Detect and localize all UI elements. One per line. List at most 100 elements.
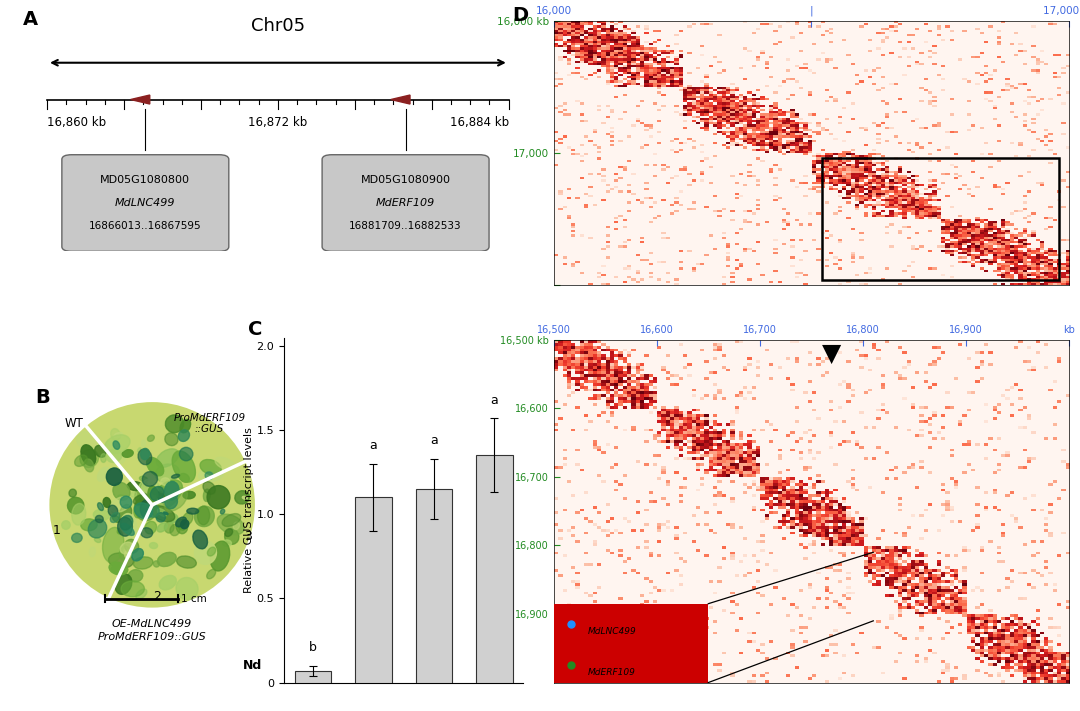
Text: MdLNC499: MdLNC499 bbox=[116, 198, 176, 208]
Ellipse shape bbox=[199, 467, 224, 482]
Text: D: D bbox=[512, 6, 528, 24]
Ellipse shape bbox=[122, 449, 133, 457]
Ellipse shape bbox=[156, 464, 179, 483]
Ellipse shape bbox=[222, 513, 241, 526]
Ellipse shape bbox=[118, 495, 124, 498]
Ellipse shape bbox=[105, 435, 130, 454]
Ellipse shape bbox=[207, 486, 230, 509]
Ellipse shape bbox=[141, 440, 146, 447]
Ellipse shape bbox=[165, 495, 177, 509]
Ellipse shape bbox=[89, 519, 107, 538]
Ellipse shape bbox=[151, 506, 175, 522]
Ellipse shape bbox=[215, 457, 235, 470]
Text: ProMdERF109::GUS: ProMdERF109::GUS bbox=[98, 632, 206, 642]
Ellipse shape bbox=[203, 489, 211, 501]
Ellipse shape bbox=[134, 557, 153, 569]
Ellipse shape bbox=[176, 520, 188, 534]
Ellipse shape bbox=[127, 482, 143, 491]
Ellipse shape bbox=[152, 483, 160, 493]
Ellipse shape bbox=[124, 540, 138, 553]
Ellipse shape bbox=[206, 570, 216, 579]
Ellipse shape bbox=[138, 449, 151, 465]
Text: 16,860 kb: 16,860 kb bbox=[48, 116, 106, 129]
Ellipse shape bbox=[140, 528, 152, 538]
Ellipse shape bbox=[137, 494, 166, 510]
Ellipse shape bbox=[103, 498, 110, 508]
Ellipse shape bbox=[217, 514, 244, 535]
Ellipse shape bbox=[158, 523, 167, 532]
FancyBboxPatch shape bbox=[62, 155, 229, 251]
Ellipse shape bbox=[161, 478, 170, 486]
Ellipse shape bbox=[159, 575, 176, 590]
Y-axis label: Relative GUS transcript levels: Relative GUS transcript levels bbox=[244, 427, 254, 593]
Ellipse shape bbox=[69, 489, 77, 497]
Ellipse shape bbox=[222, 540, 231, 547]
Ellipse shape bbox=[136, 589, 147, 599]
Text: ProMdERF109
::GUS: ProMdERF109 ::GUS bbox=[174, 413, 245, 434]
Ellipse shape bbox=[170, 524, 180, 535]
Ellipse shape bbox=[149, 496, 166, 513]
Text: 1: 1 bbox=[53, 525, 60, 538]
Ellipse shape bbox=[159, 498, 165, 503]
Ellipse shape bbox=[134, 499, 145, 518]
Ellipse shape bbox=[207, 547, 216, 556]
Ellipse shape bbox=[108, 506, 118, 517]
Ellipse shape bbox=[95, 445, 107, 457]
Polygon shape bbox=[391, 95, 410, 104]
Ellipse shape bbox=[200, 459, 221, 475]
Ellipse shape bbox=[147, 498, 157, 508]
Ellipse shape bbox=[81, 445, 96, 466]
Ellipse shape bbox=[203, 481, 215, 494]
Ellipse shape bbox=[134, 503, 152, 518]
Bar bbox=[554, 604, 708, 683]
Ellipse shape bbox=[164, 512, 168, 515]
Text: 16,872 kb: 16,872 kb bbox=[248, 116, 308, 129]
Ellipse shape bbox=[179, 447, 193, 461]
Ellipse shape bbox=[172, 474, 179, 479]
Ellipse shape bbox=[140, 449, 149, 460]
Ellipse shape bbox=[157, 449, 178, 467]
Ellipse shape bbox=[120, 513, 137, 540]
Ellipse shape bbox=[111, 565, 124, 574]
Ellipse shape bbox=[113, 441, 120, 449]
Ellipse shape bbox=[140, 501, 151, 518]
Ellipse shape bbox=[194, 506, 214, 527]
Ellipse shape bbox=[120, 542, 133, 554]
Ellipse shape bbox=[121, 581, 145, 597]
Text: a: a bbox=[430, 434, 437, 447]
Text: MdERF109: MdERF109 bbox=[588, 668, 636, 678]
Ellipse shape bbox=[77, 432, 99, 449]
Ellipse shape bbox=[140, 493, 148, 504]
Ellipse shape bbox=[165, 433, 178, 446]
Ellipse shape bbox=[165, 415, 184, 432]
Text: OE-MdLNC499: OE-MdLNC499 bbox=[112, 619, 192, 629]
Ellipse shape bbox=[135, 486, 156, 507]
Ellipse shape bbox=[187, 508, 199, 514]
Text: MdERF109: MdERF109 bbox=[376, 198, 435, 208]
Ellipse shape bbox=[103, 528, 124, 563]
Ellipse shape bbox=[205, 472, 213, 479]
Text: Nd: Nd bbox=[243, 660, 262, 673]
Ellipse shape bbox=[100, 454, 106, 462]
Ellipse shape bbox=[220, 509, 225, 514]
Text: Chr05: Chr05 bbox=[251, 17, 305, 35]
Ellipse shape bbox=[158, 486, 166, 493]
Ellipse shape bbox=[112, 515, 120, 523]
Ellipse shape bbox=[225, 529, 239, 545]
Text: b: b bbox=[309, 641, 316, 654]
Ellipse shape bbox=[158, 508, 166, 516]
Ellipse shape bbox=[194, 541, 216, 565]
Ellipse shape bbox=[109, 445, 126, 464]
Polygon shape bbox=[131, 95, 150, 104]
Ellipse shape bbox=[139, 476, 148, 481]
Bar bbox=[416, 489, 453, 683]
Ellipse shape bbox=[121, 523, 134, 535]
Ellipse shape bbox=[71, 533, 82, 542]
FancyBboxPatch shape bbox=[322, 155, 489, 251]
Text: 1 cm: 1 cm bbox=[181, 594, 207, 604]
Text: MD05G1080800: MD05G1080800 bbox=[100, 175, 190, 185]
Ellipse shape bbox=[172, 451, 195, 482]
Ellipse shape bbox=[143, 500, 151, 508]
Bar bbox=[355, 498, 392, 683]
Ellipse shape bbox=[118, 517, 133, 536]
